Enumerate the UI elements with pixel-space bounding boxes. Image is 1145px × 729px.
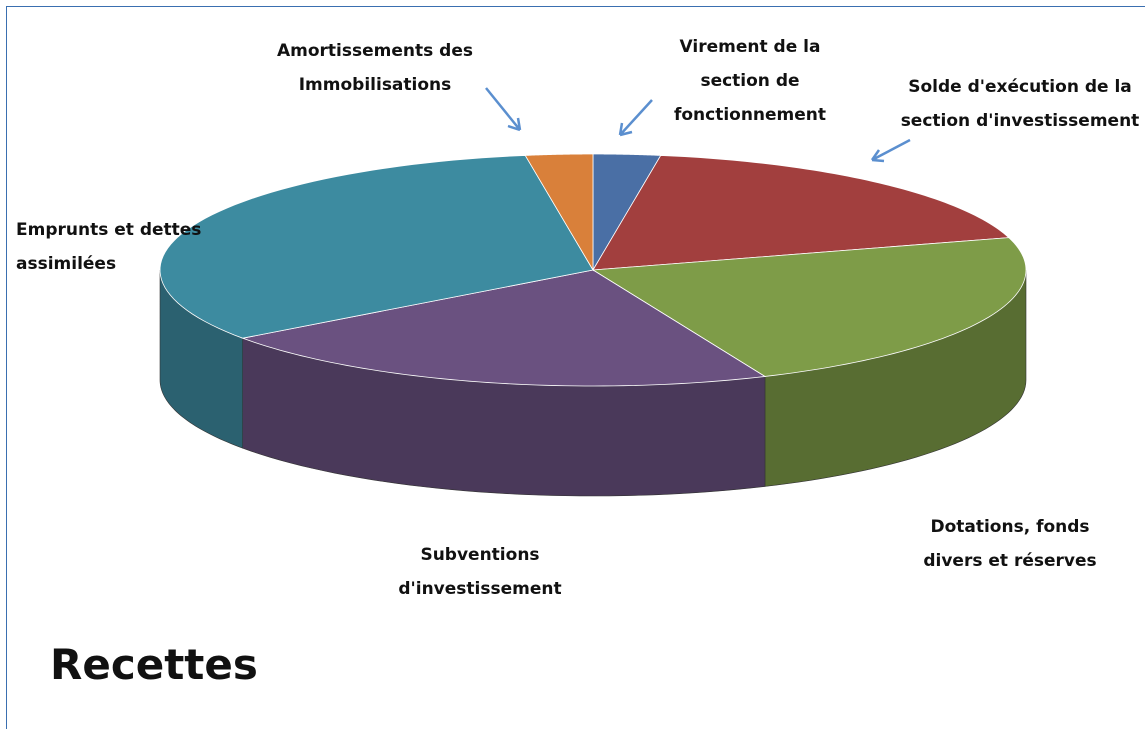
slice bbox=[241, 269, 767, 387]
arrows bbox=[485, 87, 911, 163]
slice-label: Subventions d'investissement bbox=[398, 545, 562, 599]
slice-label: Dotations, fonds divers et réserves bbox=[923, 517, 1097, 571]
slice bbox=[159, 155, 594, 339]
slice bbox=[592, 155, 1010, 271]
slice-label: Virement de la section de fonctionnement bbox=[673, 37, 827, 125]
slice bbox=[591, 237, 1027, 377]
slice-label: Emprunts et dettes assimilées bbox=[16, 220, 202, 274]
slice-label: Solde d'exécution de la section d'invest… bbox=[900, 77, 1140, 131]
pie bbox=[159, 153, 1027, 497]
arrow bbox=[485, 87, 522, 132]
frame bbox=[6, 6, 1145, 729]
chart-title: Recettes bbox=[50, 640, 258, 689]
slice-label: Amortissements des Immobilisations bbox=[277, 41, 473, 95]
slice bbox=[524, 153, 594, 272]
arrow bbox=[618, 99, 653, 137]
arrow bbox=[870, 138, 911, 163]
